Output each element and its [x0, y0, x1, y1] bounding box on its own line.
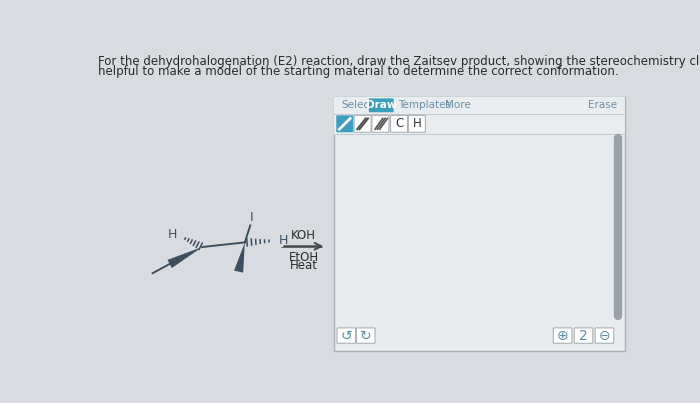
- Text: C: C: [395, 117, 403, 130]
- Text: ↻: ↻: [360, 328, 372, 343]
- FancyBboxPatch shape: [372, 115, 389, 132]
- Text: 2: 2: [579, 328, 588, 343]
- FancyBboxPatch shape: [574, 328, 593, 343]
- FancyBboxPatch shape: [354, 115, 371, 132]
- FancyBboxPatch shape: [337, 328, 356, 343]
- Text: Select: Select: [342, 100, 374, 110]
- FancyBboxPatch shape: [391, 115, 407, 132]
- Text: EtOH: EtOH: [288, 251, 318, 264]
- Text: H: H: [412, 117, 421, 130]
- FancyBboxPatch shape: [553, 328, 572, 343]
- Text: Draw: Draw: [366, 100, 396, 110]
- FancyBboxPatch shape: [408, 115, 426, 132]
- Text: H: H: [279, 235, 288, 247]
- FancyBboxPatch shape: [369, 98, 393, 112]
- Text: KOH: KOH: [291, 229, 316, 242]
- Text: H: H: [168, 228, 177, 241]
- Text: More: More: [444, 100, 470, 110]
- Text: For the dehydrohalogenation (E2) reaction, draw the Zaitsev product, showing the: For the dehydrohalogenation (E2) reactio…: [98, 54, 700, 68]
- Bar: [334, 97, 624, 114]
- Text: ⊖: ⊖: [598, 328, 610, 343]
- Text: ↺: ↺: [340, 328, 352, 343]
- Polygon shape: [234, 242, 245, 272]
- FancyBboxPatch shape: [336, 115, 354, 132]
- Polygon shape: [167, 247, 202, 268]
- Text: Erase: Erase: [588, 100, 617, 110]
- FancyBboxPatch shape: [356, 328, 375, 343]
- Text: Heat: Heat: [290, 259, 318, 272]
- Text: Templates: Templates: [398, 100, 452, 110]
- Text: ⊕: ⊕: [556, 328, 568, 343]
- FancyBboxPatch shape: [595, 328, 614, 343]
- Bar: [334, 114, 624, 134]
- Text: helpful to make a model of the starting material to determine the correct confor: helpful to make a model of the starting …: [98, 65, 619, 78]
- Text: I: I: [250, 211, 253, 224]
- Bar: [334, 97, 624, 351]
